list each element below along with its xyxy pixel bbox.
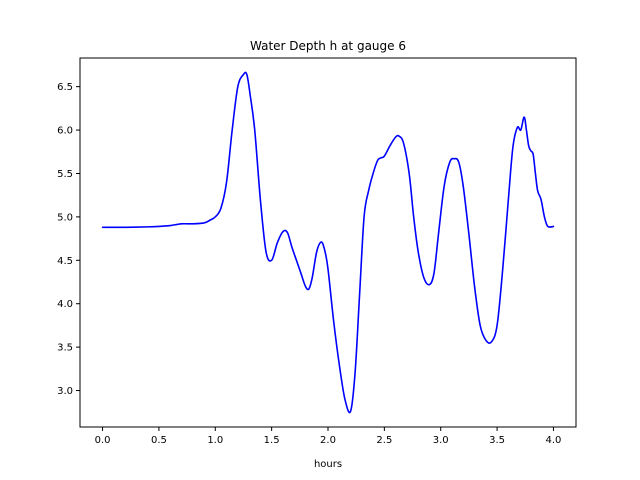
x-tick-label: 0.5 xyxy=(151,435,167,446)
y-tick-label: 6.5 xyxy=(57,82,73,93)
x-axis: 0.0 0.5 1.0 1.5 2.0 2.5 3.0 3.5 4.0 xyxy=(95,427,562,446)
series-line-water-depth xyxy=(101,71,555,414)
chart-title: Water Depth h at gauge 6 xyxy=(250,39,406,53)
x-tick-label: 1.0 xyxy=(207,435,223,446)
y-tick-label: 5.0 xyxy=(57,212,73,223)
x-tick-label: 3.5 xyxy=(489,435,505,446)
x-tick-label: 3.0 xyxy=(433,435,449,446)
plot-area: 0.0 0.5 1.0 1.5 2.0 2.5 3.0 3.5 4.0 3.0 3.5 4.0 4.5… xyxy=(57,57,577,446)
x-tick-label: 2.0 xyxy=(320,435,336,446)
x-tick-label: 1.5 xyxy=(264,435,280,446)
y-tick-label: 3.0 xyxy=(57,386,73,397)
y-tick-label: 4.5 xyxy=(57,256,73,267)
y-axis: 3.0 3.5 4.0 4.5 5.0 5.5 6.0 6.5 xyxy=(57,82,80,397)
y-tick-label: 4.0 xyxy=(57,299,73,310)
x-tick-label: 0.0 xyxy=(95,435,111,446)
x-axis-label: hours xyxy=(314,459,342,470)
x-tick-label: 4.0 xyxy=(546,435,562,446)
y-tick-label: 5.5 xyxy=(57,169,73,180)
y-tick-label: 6.0 xyxy=(57,126,73,137)
x-tick-label: 2.5 xyxy=(376,435,392,446)
y-tick-label: 3.5 xyxy=(57,343,73,354)
